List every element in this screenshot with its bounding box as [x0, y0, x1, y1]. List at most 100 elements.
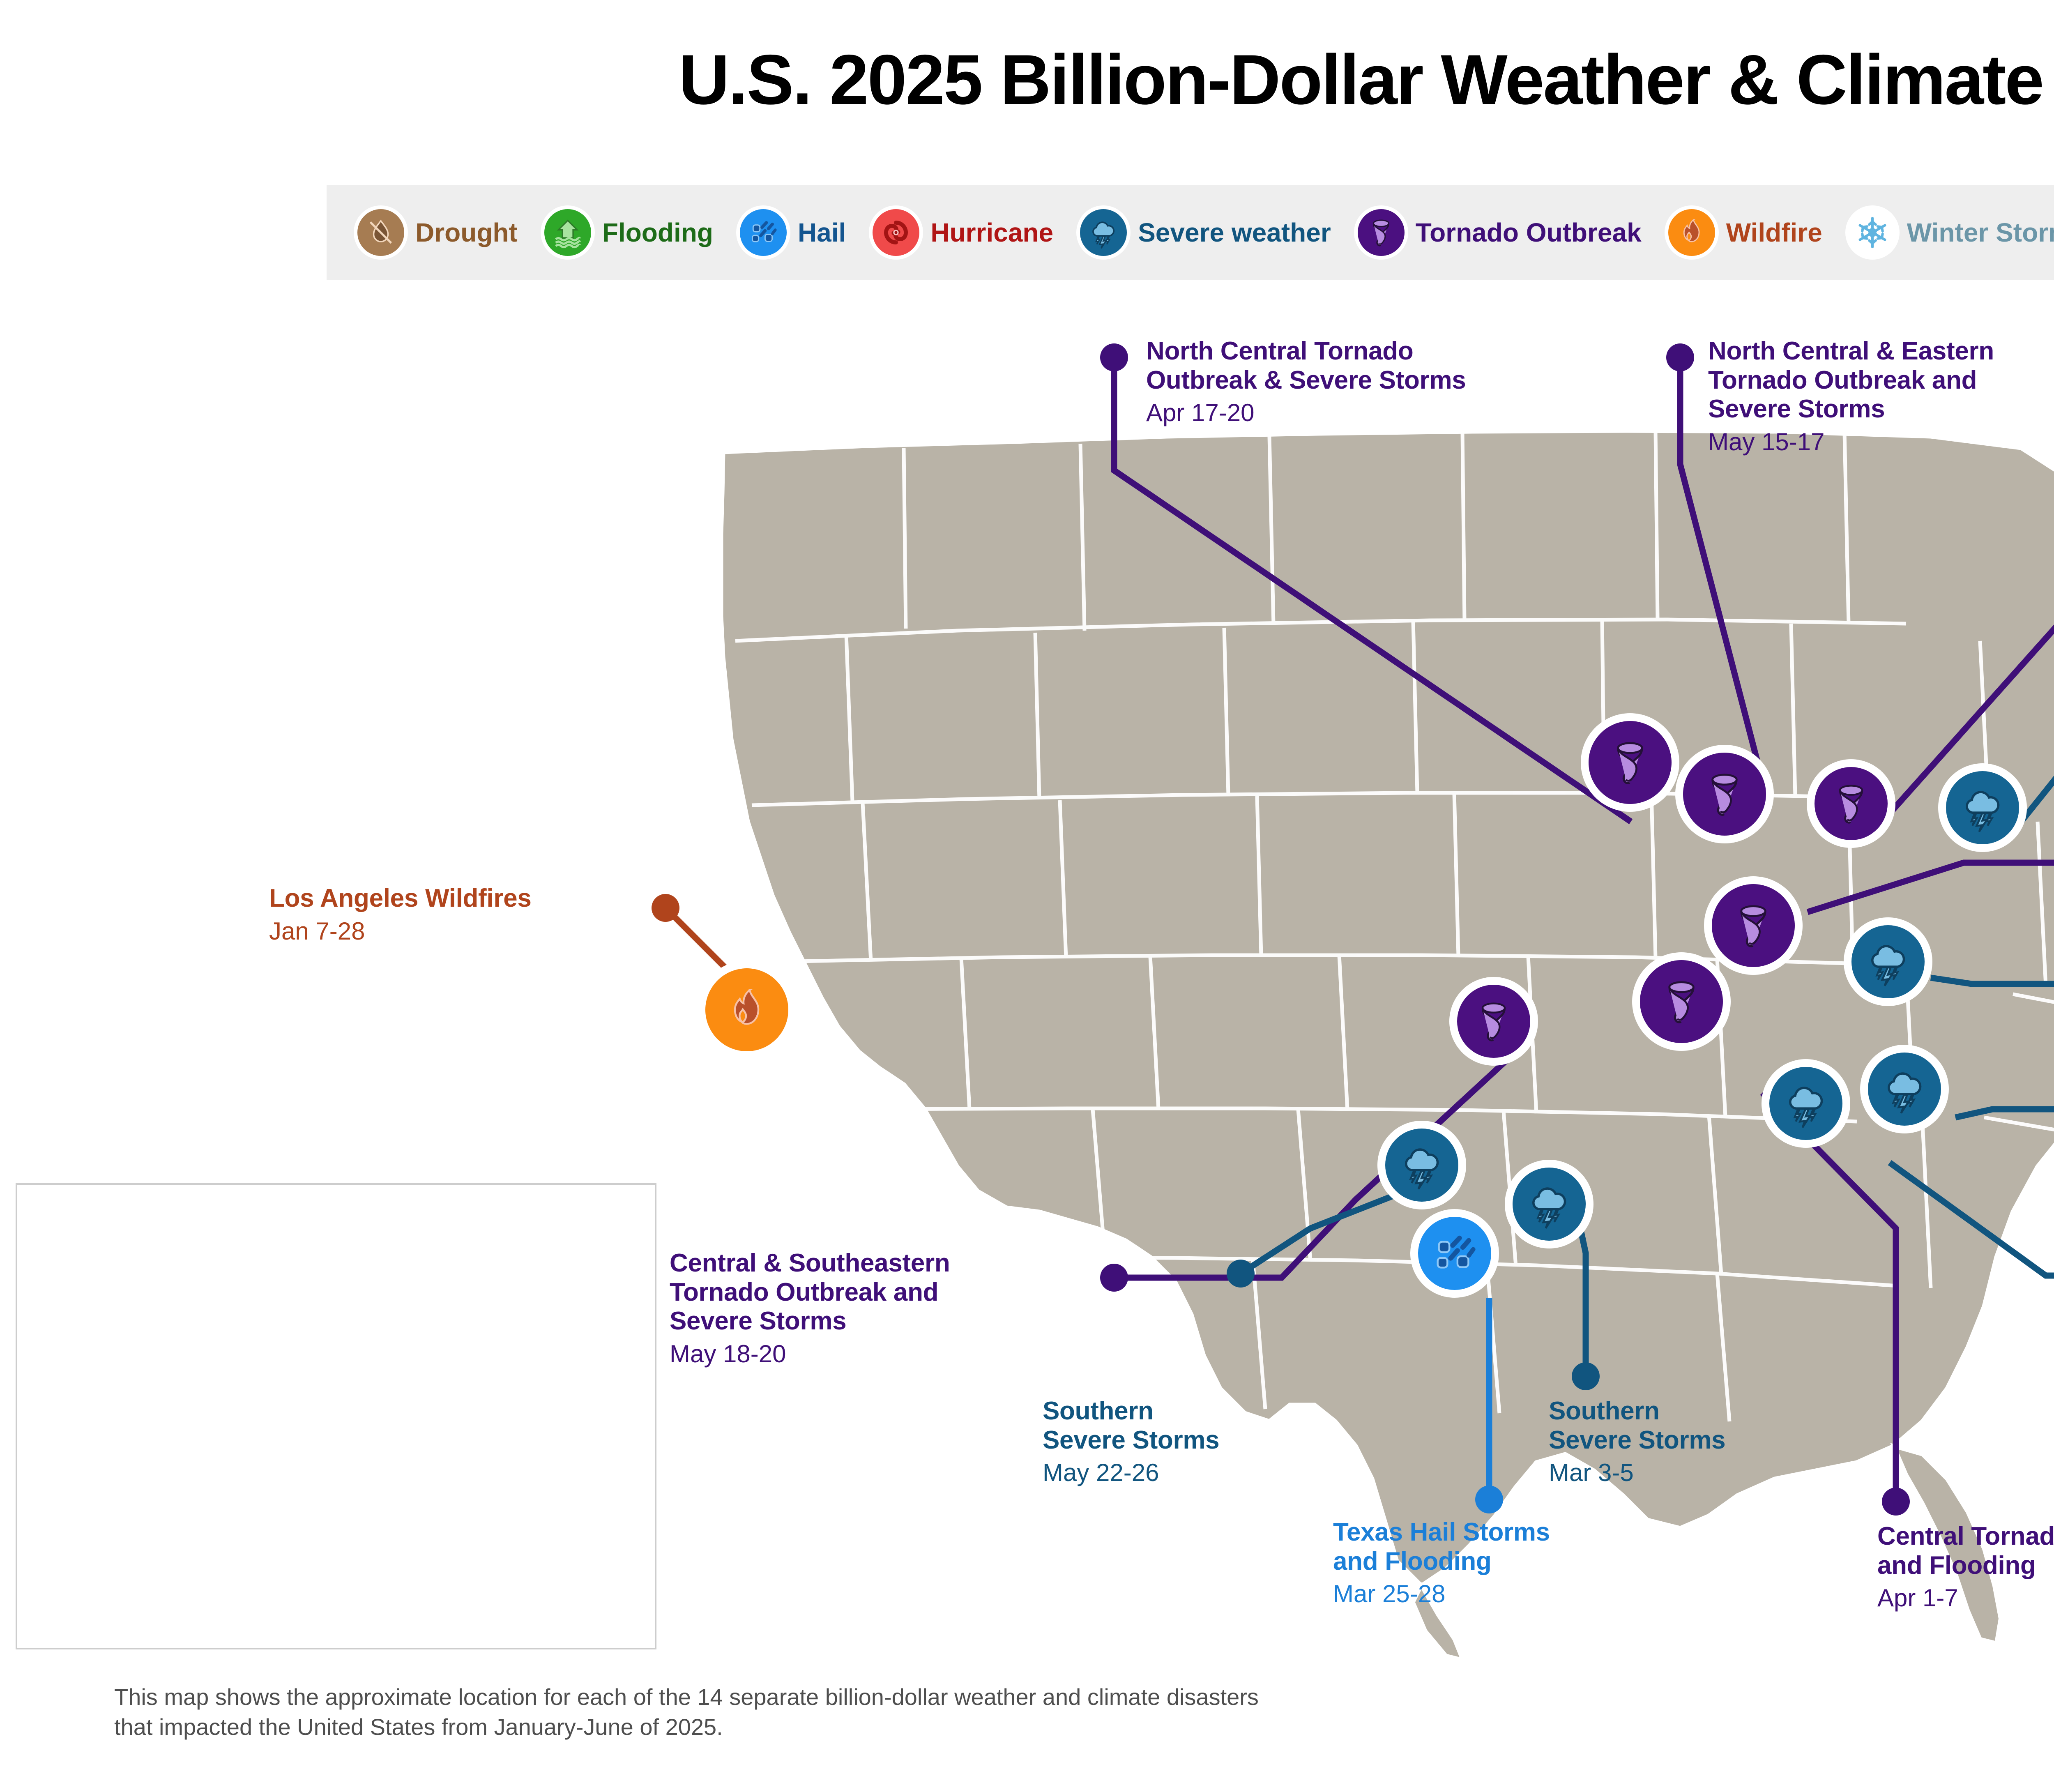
legend-item-wildfire[interactable]: Wildfire: [1664, 205, 1822, 260]
legend-puck-drought: [354, 205, 408, 260]
annotation-title: Texas Hail Storms and Flooding: [1333, 1518, 1550, 1575]
annotation-title: Los Angeles Wildfires: [269, 884, 532, 912]
map-marker-se-severe-feb[interactable]: [1762, 1060, 1849, 1147]
map-marker-c-se-tor-may18[interactable]: [1450, 978, 1537, 1065]
footer-note: This map shows the approximate location …: [114, 1684, 1259, 1740]
legend-label-severe-weather: Severe weather: [1138, 218, 1331, 247]
legend-puck-wildfire: [1664, 205, 1719, 260]
leader-dot-tx-hail-mar25: [1475, 1486, 1503, 1513]
legend-puck-winter-storm: [1845, 205, 1900, 260]
leader-dot-nc-tor-apr17: [1100, 343, 1128, 371]
legend-label-hurricane: Hurricane: [930, 218, 1054, 247]
annotation-southern-may22[interactable]: Southern Severe Storms May 22-26: [1043, 1397, 1412, 1488]
tornado-icon: [1683, 753, 1766, 836]
legend-label-drought: Drought: [415, 218, 518, 247]
winter-storm-icon: [1849, 209, 1896, 256]
annotation-date: Mar 3-5: [1549, 1459, 1634, 1487]
leader-dot-la-wildfires: [652, 894, 679, 922]
annotation-date: Mar 25-28: [1333, 1580, 1446, 1608]
map-marker-nc-ne-jun15[interactable]: [1939, 764, 2026, 851]
drought-icon: [357, 209, 404, 256]
legend-label-tornado-outbreak: Tornado Outbreak: [1415, 218, 1642, 247]
legend-label-hail: Hail: [797, 218, 846, 247]
page-title: U.S. 2025 Billion-Dollar Weather & Clima…: [678, 40, 2054, 119]
map-marker-eastern-may1[interactable]: [1844, 918, 1932, 1005]
legend-item-severe-weather[interactable]: Severe weather: [1076, 205, 1331, 260]
map-marker-tx-hail-mar25[interactable]: [1411, 1210, 1498, 1297]
legend-puck-hurricane: [869, 205, 923, 260]
flooding-icon: [544, 209, 591, 256]
wildfire-icon: [705, 968, 788, 1051]
annotation-date: May 18-20: [670, 1340, 786, 1368]
severe-weather-icon: [1851, 925, 1925, 998]
annotation-title: North Central & Eastern Tornado Outbreak…: [1708, 337, 1994, 424]
severe-weather-icon: [1513, 1168, 1586, 1241]
legend-puck-flooding: [540, 205, 595, 260]
tornado-icon: [1815, 767, 1888, 840]
tornado-icon: [1640, 960, 1723, 1043]
legend-puck-severe-weather: [1076, 205, 1131, 260]
legend-item-flooding[interactable]: Flooding: [540, 205, 713, 260]
legend-item-hail[interactable]: Hail: [736, 205, 846, 260]
map-marker-nc-tor-apr17[interactable]: [1676, 746, 1773, 843]
annotation-date: Apr 17-20: [1146, 399, 1255, 427]
leader-dots: [652, 343, 1910, 1516]
map-marker-central-tor-mar14[interactable]: [1705, 877, 1802, 974]
legend-puck-hail: [736, 205, 790, 260]
hurricane-icon: [873, 209, 920, 256]
legend-item-tornado-outbreak[interactable]: Tornado Outbreak: [1354, 205, 1642, 260]
map-marker-se-central-jun5[interactable]: [1861, 1046, 1948, 1133]
annotation-title: Southern Severe Storms: [1043, 1397, 1220, 1454]
annotation-date: Apr 1-7: [1877, 1584, 1958, 1612]
leader-dot-nc-e-tor-may15: [1666, 343, 1694, 371]
annotation-date: May 15-17: [1708, 428, 1825, 456]
severe-weather-icon: [1080, 209, 1127, 256]
annotation-c-se-tor-may18[interactable]: Central & Southeastern Tornado Outbreak …: [670, 1249, 1130, 1369]
map-marker-nc-e-tor-may15[interactable]: [1808, 760, 1895, 847]
tornado-icon: [1457, 985, 1530, 1058]
severe-weather-icon: [1769, 1067, 1842, 1140]
annotation-nc-e-tor-may15[interactable]: North Central & Eastern Tornado Outbreak…: [1708, 337, 2054, 457]
annotation-southern-mar3[interactable]: Southern Severe Storms Mar 3-5: [1549, 1397, 1918, 1488]
legend-item-hurricane[interactable]: Hurricane: [869, 205, 1053, 260]
legend: Drought Flooding: [327, 185, 2054, 280]
annotation-title: Central Tornado Outbreak and Flooding: [1877, 1522, 2054, 1580]
leader-dot-c-se-tor-may18: [1100, 1264, 1128, 1292]
annotation-nc-tor-apr17[interactable]: North Central Tornado Outbreak & Severe …: [1146, 337, 1680, 428]
map-marker-central-tor-apr1[interactable]: [1633, 953, 1730, 1050]
legend-item-drought[interactable]: Drought: [354, 205, 518, 260]
hail-icon: [1418, 1217, 1491, 1290]
legend-label-winter-storm: Winter Storm: [1907, 218, 2054, 247]
annotation-date: May 22-26: [1043, 1459, 1159, 1487]
tornado-icon: [1712, 884, 1795, 967]
annotation-title: North Central Tornado Outbreak & Severe …: [1146, 337, 1466, 394]
annotation-title: Central & Southeastern Tornado Outbreak …: [670, 1249, 950, 1336]
hail-icon: [739, 209, 787, 256]
map-marker-nc-tor-mar29[interactable]: [1582, 714, 1679, 811]
annotation-central-tor-apr1[interactable]: Central Tornado Outbreak and Flooding Ap…: [1877, 1522, 2054, 1613]
legend-label-flooding: Flooding: [602, 218, 713, 247]
alaska-inset-frame: [16, 1183, 656, 1649]
legend-puck-tornado-outbreak: [1354, 205, 1408, 260]
map-marker-southern-mar3[interactable]: [1506, 1161, 1593, 1248]
annotation-date: Jan 7-28: [269, 917, 365, 945]
map-marker-southern-may22[interactable]: [1378, 1122, 1465, 1209]
legend-label-wildfire: Wildfire: [1726, 218, 1822, 247]
map-marker-la-wildfires[interactable]: [698, 961, 795, 1058]
leader-dot-southern-mar3: [1572, 1362, 1600, 1390]
wildfire-icon: [1668, 209, 1715, 256]
tornado-icon: [1357, 209, 1405, 256]
tornado-icon: [1589, 721, 1672, 804]
leader-dot-southern-may22: [1227, 1260, 1255, 1288]
annotation-la-wildfires[interactable]: Los Angeles Wildfires Jan 7-28: [269, 884, 651, 946]
severe-weather-icon: [1868, 1053, 1941, 1126]
severe-weather-icon: [1946, 771, 2019, 844]
map-landmass: [718, 428, 2054, 1663]
leader-dot-central-tor-apr1: [1882, 1488, 1910, 1516]
annotation-tx-hail-mar25[interactable]: Texas Hail Storms and Flooding Mar 25-28: [1333, 1518, 1703, 1609]
legend-item-winter-storm[interactable]: Winter Storm: [1845, 205, 2054, 260]
leader-lines-severe: [1239, 775, 2054, 1372]
severe-weather-icon: [1385, 1129, 1458, 1202]
annotation-title: Southern Severe Storms: [1549, 1397, 1726, 1454]
